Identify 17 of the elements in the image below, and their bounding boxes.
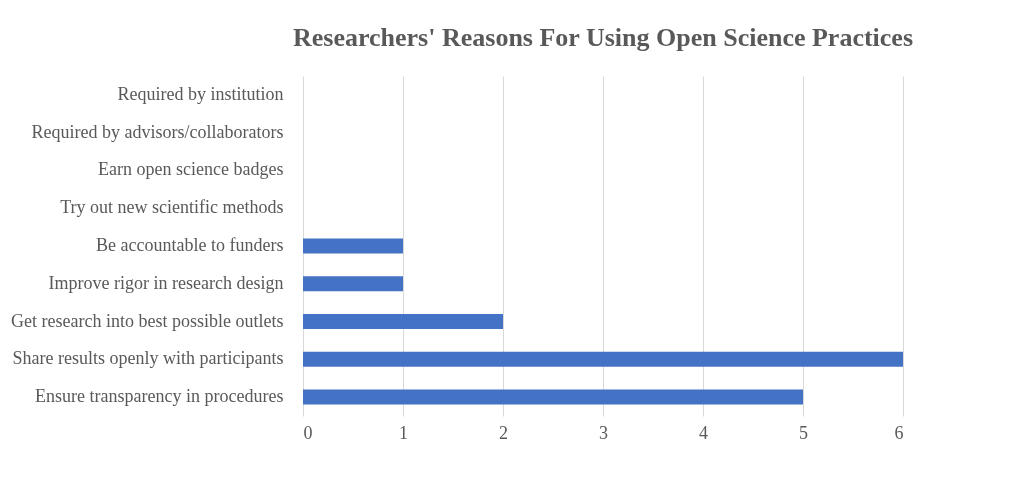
y-tick-label: Ensure transparency in procedures [35,386,284,407]
x-tick-label: 5 [799,422,808,443]
x-tick-label: 1 [399,422,408,443]
chart-title: Researchers' Reasons For Using Open Science Practices [292,23,914,52]
x-tick-label: 3 [599,422,608,443]
x-tick-label: 4 [699,422,708,443]
y-tick-label: Share results openly with participants [12,348,284,369]
y-tick-label: Improve rigor in research design [48,272,284,293]
y-tick-label: Be accountable to funders [96,235,284,255]
y-tick-label: Try out new scientific methods [60,197,284,218]
y-tick-label: Required by advisors/collaborators [31,121,284,142]
x-tick-label: 6 [894,422,904,443]
y-tick-label: Earn open science badges [98,159,284,180]
y-tick-label: Required by institution [117,83,284,104]
x-tick-label: 0 [303,422,313,443]
x-tick-label: 2 [499,422,508,443]
y-tick-label: Get research into best possible outlets [11,310,284,331]
